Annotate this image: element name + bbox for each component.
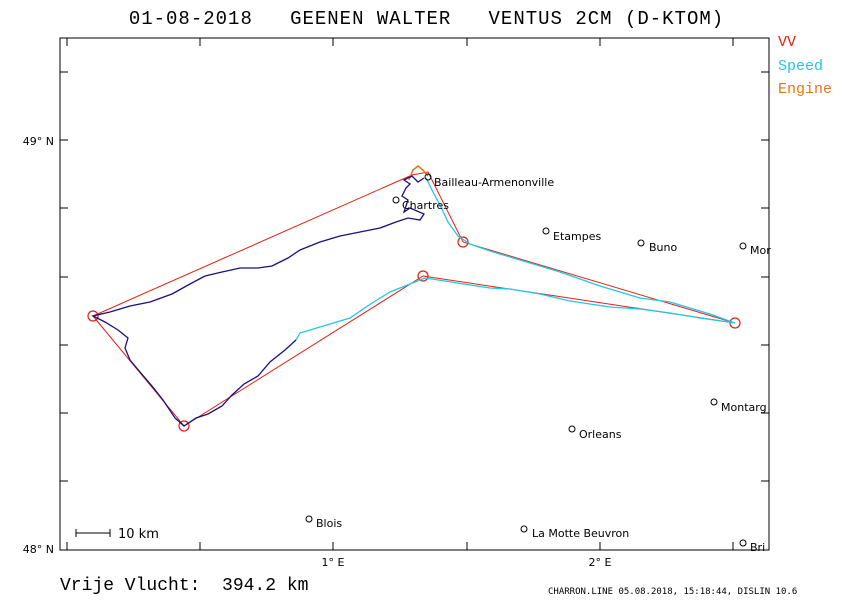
town-bri: Bri (750, 541, 765, 554)
town-mor: Mor (750, 244, 771, 257)
town-chartres: Chartres (402, 199, 449, 212)
x-tick-2e: 2° E (589, 556, 612, 569)
scale-bar-label: 10 km (118, 527, 159, 542)
y-tick-48n: 48° N (23, 543, 54, 556)
pilot-name: GEENEN WALTER (290, 8, 452, 30)
y-tick-49n: 49° N (23, 135, 54, 148)
engine-track (408, 165, 429, 181)
map-frame (59, 37, 770, 551)
speed-track (295, 177, 736, 341)
distance-readout: Vrije Vlucht: 394.2 km (60, 576, 309, 596)
town-blois: Blois (316, 517, 342, 530)
scale-bar: 10 km (75, 527, 159, 542)
town-orleans: Orleans (579, 428, 622, 441)
legend-engine: Engine (778, 81, 833, 98)
map-title: 01-08-2018 GEENEN WALTER VENTUS 2CM (D-K… (0, 8, 853, 30)
town-montarg: Montarg (721, 401, 767, 414)
town-la-motte-beuvron: La Motte Beuvron (532, 527, 629, 540)
flight-track (91, 175, 425, 427)
town-buno: Buno (649, 241, 677, 254)
legend-vv: VV (778, 34, 797, 51)
turnpoint-markers (87, 236, 741, 432)
town-etampes: Etampes (553, 230, 601, 243)
town-markers (305, 173, 747, 547)
task-line (92, 171, 736, 427)
glider-name: VENTUS 2CM (D-KTOM) (488, 8, 725, 30)
x-tick-1e: 1° E (322, 556, 345, 569)
axis-ticks (60, 38, 769, 550)
town-bailleau: Bailleau-Armenonville (434, 176, 554, 189)
flight-date: 01-08-2018 (128, 8, 253, 30)
legend-speed: Speed (778, 58, 824, 75)
footer-credit: CHARRON.LINE 05.08.2018, 15:18:44, DISLI… (548, 587, 798, 597)
